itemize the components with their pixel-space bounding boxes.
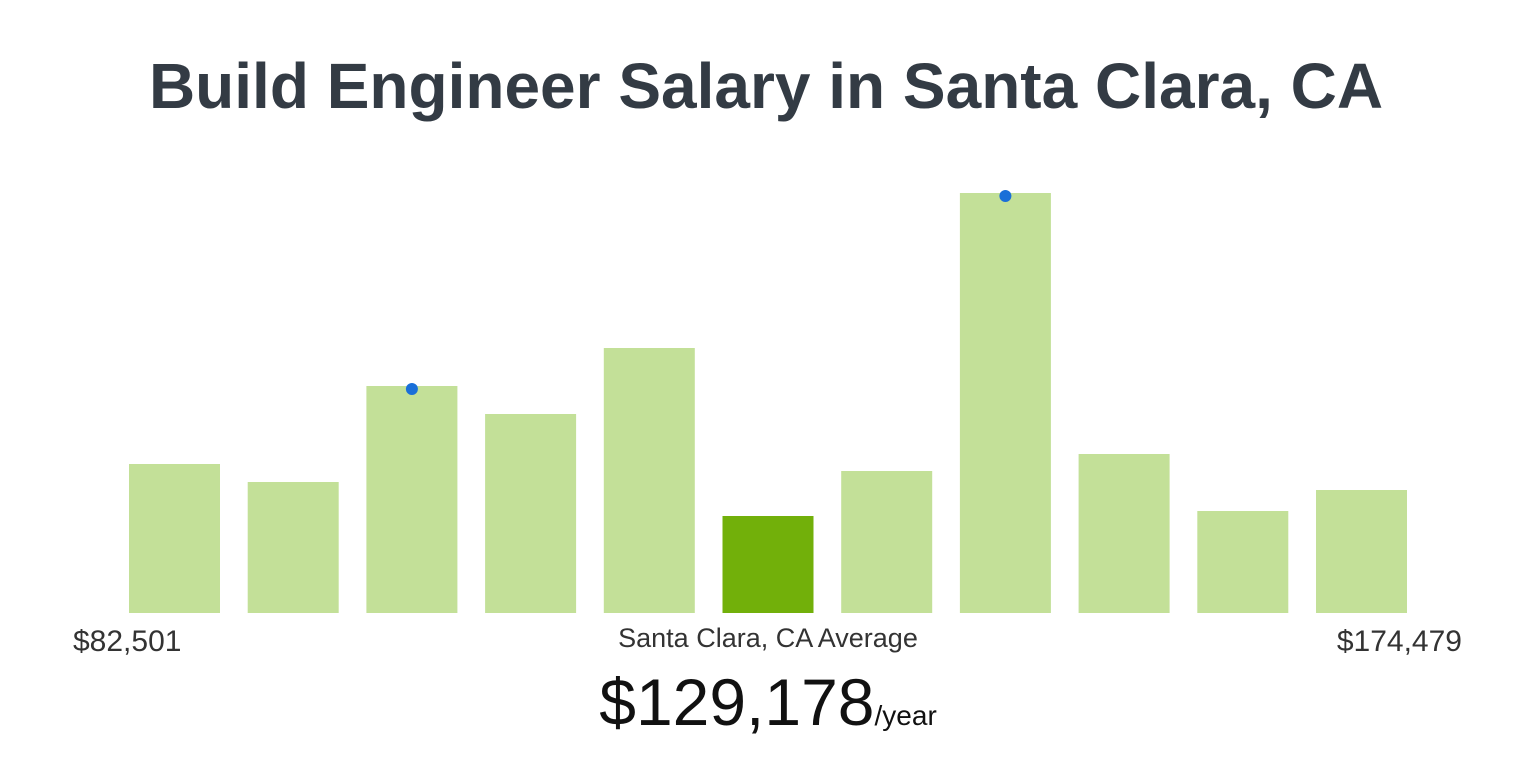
min-label: $82,501 [73,625,181,658]
bar [366,386,458,613]
max-label: $174,479 [1337,625,1462,658]
bar [959,193,1051,613]
average-caption: Santa Clara, CA Average [618,623,918,653]
marker-dot [405,383,418,395]
chart-title: Build Engineer Salary in Santa Clara, CA [149,50,1383,122]
average-value: $129,178 [599,665,874,739]
bar [129,464,220,613]
bar [247,482,339,613]
marker-dot [999,190,1012,202]
average-unit: /year [875,700,937,731]
bar [1078,454,1170,613]
bar [841,471,933,613]
bar [485,414,577,613]
bar [1197,511,1289,613]
bar [722,516,814,613]
bar [1316,490,1407,613]
bar [603,348,695,613]
average-text: $129,178/year [599,665,937,739]
